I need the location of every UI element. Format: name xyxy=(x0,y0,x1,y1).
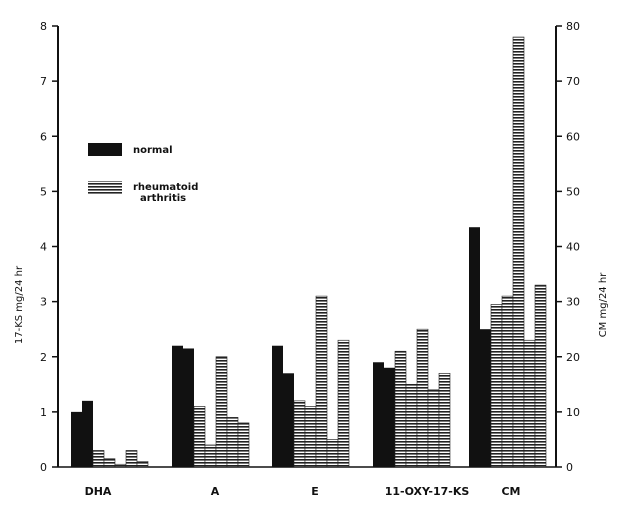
bar-rheumatoid-arthritis xyxy=(204,444,217,468)
bar-rheumatoid-arthritis xyxy=(293,400,306,468)
bar-rheumatoid-arthritis xyxy=(394,350,407,468)
left-tick-label: 1 xyxy=(40,406,47,419)
category-label: E xyxy=(311,485,319,498)
right-tick-label: 20 xyxy=(566,351,580,364)
bar-rheumatoid-arthritis xyxy=(92,450,105,468)
bar-rheumatoid-arthritis xyxy=(337,339,350,468)
bar-rheumatoid-arthritis xyxy=(193,406,206,468)
bar-normal xyxy=(469,227,480,467)
right-axis-title: CM mg/24 hr xyxy=(598,272,609,337)
legend-swatch-normal xyxy=(88,143,122,156)
category-labels: DHA A E 11-OXY-17-KS CM xyxy=(85,485,521,498)
bar-normal xyxy=(272,345,283,467)
bar-normal xyxy=(384,367,395,467)
bar-rheumatoid-arthritis xyxy=(427,389,440,468)
bar-rheumatoid-arthritis xyxy=(304,406,317,468)
bar-normal xyxy=(283,373,294,467)
right-tick-label: 30 xyxy=(566,296,580,309)
left-tick-label: 4 xyxy=(40,241,47,254)
bar-rheumatoid-arthritis xyxy=(326,439,339,468)
bar-rheumatoid-arthritis xyxy=(226,417,239,468)
category-label: DHA xyxy=(85,485,112,498)
category-label: A xyxy=(211,485,220,498)
bar-rheumatoid-arthritis xyxy=(103,458,116,468)
legend-label-rheumatoid-arthritis: rheumatoid arthritis xyxy=(133,182,202,204)
legend-label-normal: normal xyxy=(133,145,173,156)
left-tick-label: 7 xyxy=(40,75,47,88)
left-tick-label: 6 xyxy=(40,130,47,143)
left-tick-label: 0 xyxy=(40,461,47,474)
right-tick-label: 80 xyxy=(566,20,580,33)
bar-rheumatoid-arthritis xyxy=(438,372,451,468)
bar-rheumatoid-arthritis xyxy=(523,339,536,468)
legend: normal rheumatoid arthritis xyxy=(88,143,202,204)
bar-rheumatoid-arthritis xyxy=(114,463,127,468)
bar-normal xyxy=(183,348,194,467)
right-tick-label: 70 xyxy=(566,75,580,88)
bar-rheumatoid-arthritis xyxy=(534,284,547,468)
bar-rheumatoid-arthritis xyxy=(501,295,514,468)
left-axis-ticks: 0 1 2 3 4 5 6 7 8 xyxy=(40,20,58,474)
bar-rheumatoid-arthritis xyxy=(416,328,429,468)
bar-rheumatoid-arthritis xyxy=(405,384,418,468)
bar-normal xyxy=(82,400,93,467)
bar-normal xyxy=(480,329,491,467)
left-tick-label: 3 xyxy=(40,296,47,309)
bar-rheumatoid-arthritis xyxy=(237,422,250,468)
right-tick-label: 50 xyxy=(566,185,580,198)
bars xyxy=(71,36,547,468)
bar-normal xyxy=(71,411,82,467)
category-label: 11-OXY-17-KS xyxy=(385,485,470,498)
bar-rheumatoid-arthritis xyxy=(315,295,328,468)
bar-rheumatoid-arthritis xyxy=(125,450,138,468)
bar-rheumatoid-arthritis xyxy=(512,36,525,468)
bar-rheumatoid-arthritis xyxy=(136,461,149,468)
bar-rheumatoid-arthritis xyxy=(215,356,228,468)
right-tick-label: 10 xyxy=(566,406,580,419)
bar-normal xyxy=(172,345,183,467)
left-axis-title: 17-KS mg/24 hr xyxy=(14,265,25,344)
right-axis-ticks: 0 10 20 30 40 50 60 70 80 xyxy=(556,20,580,474)
right-tick-label: 0 xyxy=(566,461,573,474)
bar-normal xyxy=(373,362,384,467)
right-tick-label: 60 xyxy=(566,130,580,143)
bar-rheumatoid-arthritis xyxy=(490,304,503,468)
left-tick-label: 5 xyxy=(40,185,47,198)
left-tick-label: 2 xyxy=(40,351,47,364)
category-label: CM xyxy=(501,485,520,498)
legend-swatch-rheumatoid-arthritis xyxy=(88,181,122,194)
left-tick-label: 8 xyxy=(40,20,47,33)
right-tick-label: 40 xyxy=(566,241,580,254)
